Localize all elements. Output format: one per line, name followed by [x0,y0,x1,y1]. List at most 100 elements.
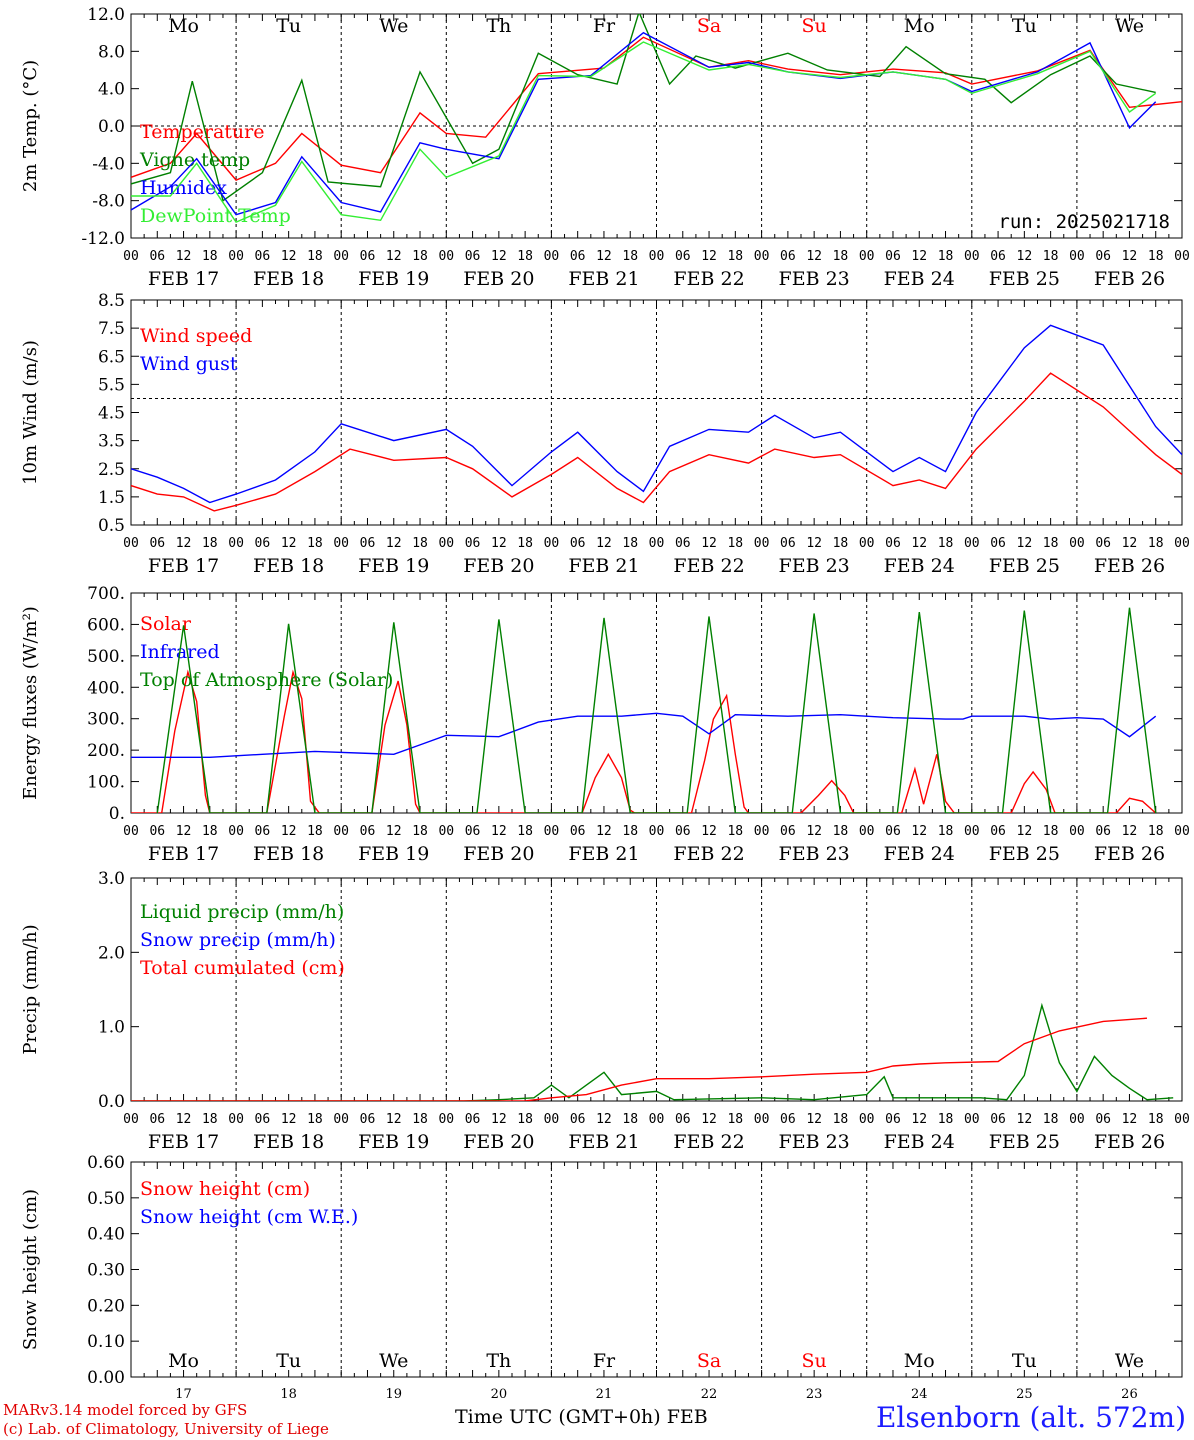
hour-tick-label: 18 [307,1112,323,1127]
date-label: FEB 22 [673,843,744,865]
hour-tick-label: 18 [202,1112,218,1127]
hour-tick-label: 00 [228,536,244,551]
hour-tick-label: 18 [938,536,954,551]
weekday-label: Mo [904,1350,935,1372]
y-tick-label: 7.5 [98,319,125,339]
date-label: FEB 24 [884,843,955,865]
hour-tick-label: 06 [780,536,796,551]
y-tick-label: 0.40 [87,1225,125,1245]
hour-tick-label: 12 [1017,536,1033,551]
hour-tick-label: 00 [228,249,244,264]
hour-tick-label: 00 [964,1112,980,1127]
hour-tick-label: 06 [149,1112,165,1127]
hour-tick-label: 12 [281,824,297,839]
weekday-label: Sa [697,1350,721,1372]
date-number-label: 19 [385,1387,402,1402]
hour-tick-label: 06 [885,249,901,264]
date-label: FEB 18 [253,843,324,865]
series-line-top-of-atmosphere-solar- [156,607,1157,813]
y-axis-label: 10m Wind (m/s) [20,340,41,485]
hour-tick-label: 18 [517,536,533,551]
y-tick-label: 0.10 [87,1332,125,1352]
date-label: FEB 26 [1094,268,1165,290]
date-number-label: 18 [280,1387,297,1402]
hour-tick-label: 00 [123,536,139,551]
hour-tick-label: 06 [885,824,901,839]
date-label: FEB 25 [989,555,1060,577]
hour-tick-label: 06 [1095,536,1111,551]
x-axis-label: Time UTC (GMT+0h) FEB [455,1406,708,1428]
hour-tick-label: 00 [228,824,244,839]
hour-tick-label: 12 [386,249,402,264]
hour-tick-label: 18 [307,824,323,839]
hour-tick-label: 18 [202,824,218,839]
y-tick-label: 300. [87,710,125,730]
hour-tick-label: 12 [281,536,297,551]
date-number-label: 26 [1121,1387,1138,1402]
date-label: FEB 17 [148,268,219,290]
weekday-label: Su [802,1350,827,1372]
y-axis-label: 2m Temp. (°C) [20,60,41,192]
date-label: FEB 24 [884,268,955,290]
hour-tick-label: 12 [386,536,402,551]
hour-tick-label: 12 [596,1112,612,1127]
hour-tick-label: 18 [833,536,849,551]
y-axis-label: Snow height (cm) [20,1189,41,1350]
hour-tick-label: 12 [701,1112,717,1127]
hour-tick-label: 00 [123,249,139,264]
y-tick-label: 100. [87,773,125,793]
hour-tick-label: 00 [123,1112,139,1127]
hour-tick-label: 00 [544,536,560,551]
legend-entry: Total cumulated (cm) [140,957,345,979]
hour-tick-label: 18 [622,824,638,839]
hour-tick-label: 00 [438,1112,454,1127]
y-tick-label: 2.0 [98,943,125,963]
date-label: FEB 19 [358,555,429,577]
y-tick-label: 8.0 [98,42,125,62]
y-tick-label: 700. [87,584,125,604]
hour-tick-label: 06 [675,249,691,264]
hour-tick-label: 12 [701,249,717,264]
hour-tick-label: 06 [570,824,586,839]
hour-tick-label: 00 [228,1112,244,1127]
hour-tick-label: 18 [517,824,533,839]
date-number-label: 17 [175,1387,192,1402]
hour-tick-label: 00 [438,249,454,264]
hour-tick-label: 12 [911,536,927,551]
y-tick-label: 4.0 [98,80,125,100]
date-label: FEB 25 [989,1131,1060,1153]
run-label: run: 2025021718 [998,211,1170,233]
y-axis-label: Precip (mm/h) [20,924,41,1054]
legend-entry: Snow precip (mm/h) [140,929,336,951]
weekday-label: Su [802,15,827,37]
date-label: FEB 26 [1094,843,1165,865]
date-label: FEB 24 [884,555,955,577]
weekday-label: Fr [593,15,616,37]
hour-tick-label: 06 [885,536,901,551]
date-label: FEB 20 [463,555,534,577]
hour-tick-label: 00 [438,824,454,839]
hour-tick-label: 12 [806,536,822,551]
hour-tick-label: 18 [938,1112,954,1127]
hour-tick-label: 18 [833,249,849,264]
date-label: FEB 23 [779,268,850,290]
hour-tick-label: 06 [570,249,586,264]
hour-tick-label: 00 [964,824,980,839]
hour-tick-label: 12 [911,249,927,264]
hour-tick-label: 00 [544,249,560,264]
hour-tick-label: 18 [307,536,323,551]
weekday-label: We [379,1350,408,1372]
hour-tick-label: 18 [412,824,428,839]
hour-tick-label: 18 [727,249,743,264]
y-tick-label: 600. [87,615,125,635]
hour-tick-label: 00 [1174,824,1190,839]
legend-entry: DewPoint Temp [140,205,291,227]
hour-tick-label: 00 [754,1112,770,1127]
hour-tick-label: 06 [990,1112,1006,1127]
legend-entry: Wind gust [140,353,238,375]
hour-tick-label: 18 [622,249,638,264]
hour-tick-label: 12 [596,824,612,839]
y-tick-label: 12.0 [87,5,125,25]
hour-tick-label: 18 [307,249,323,264]
date-label: FEB 19 [358,1131,429,1153]
